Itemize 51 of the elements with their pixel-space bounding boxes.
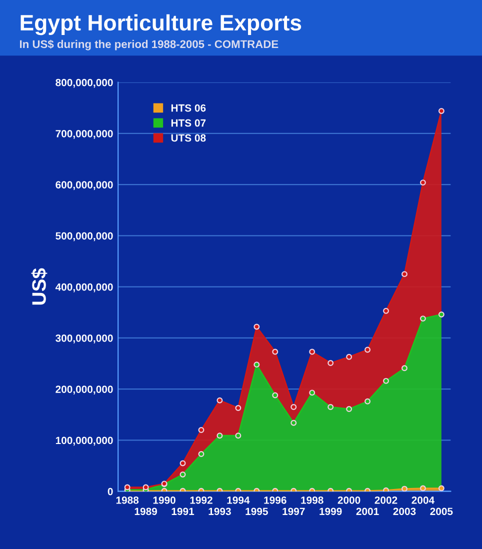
y-tick-label: 500,000,000 xyxy=(56,232,113,242)
x-tick-label: 2001 xyxy=(356,508,379,516)
x-tick-label: 1992 xyxy=(190,496,212,504)
chart-title: Egypt Horticulture Exports xyxy=(20,14,302,36)
x-tick-label: 2005 xyxy=(430,508,453,516)
x-tick-label: 1990 xyxy=(153,496,176,504)
point xyxy=(383,378,389,384)
point xyxy=(383,487,389,492)
x-tick-label: 1995 xyxy=(246,508,268,516)
x-tick-label: 1996 xyxy=(264,496,286,504)
y-tick-label: 600,000,000 xyxy=(56,181,113,190)
x-tick-label: 1998 xyxy=(301,496,324,504)
y-tick-label: 200,000,000 xyxy=(56,386,113,394)
point xyxy=(401,486,408,492)
point xyxy=(142,484,149,490)
point xyxy=(180,472,186,478)
x-tick-label: 2000 xyxy=(338,496,360,504)
point xyxy=(235,432,242,439)
point xyxy=(364,398,371,404)
point xyxy=(346,406,352,412)
x-tick-label: 2002 xyxy=(374,496,398,504)
x-tick-label: 1991 xyxy=(172,508,194,516)
y-tick-label: 100,000,000 xyxy=(56,436,113,446)
x-tick-label: 2004 xyxy=(412,496,434,504)
point xyxy=(420,485,426,492)
x-tick-label: 1994 xyxy=(227,496,250,504)
legend-label: HTS 07 xyxy=(171,119,206,127)
y-tick-label: 700,000,000 xyxy=(56,130,113,139)
x-tick-label: 1999 xyxy=(320,508,342,516)
point xyxy=(254,362,260,368)
point xyxy=(309,390,316,396)
x-tick-label: 2003 xyxy=(393,508,416,516)
x-tick-label: 1989 xyxy=(134,508,158,516)
point xyxy=(272,392,278,398)
chart-subtitle: In US$ during the period 1988-2005 - COMTRADE xyxy=(20,40,278,50)
y-axis-title: US$ xyxy=(31,268,48,305)
x-tick-label: 1993 xyxy=(208,508,231,516)
y-tick-label: 400,000,000 xyxy=(55,283,113,292)
y-tick-label: 0 xyxy=(108,488,113,496)
y-tick-label: 800,000,000 xyxy=(56,78,113,88)
y-tick-label: 300,000,000 xyxy=(56,334,113,344)
legend-label: HTS 06 xyxy=(171,104,206,112)
point xyxy=(198,451,204,458)
x-tick-label: 1997 xyxy=(282,508,305,516)
point xyxy=(290,420,297,426)
point xyxy=(328,404,334,410)
point xyxy=(124,484,130,490)
x-tick-label: 1988 xyxy=(116,496,139,504)
legend-label: UTS 08 xyxy=(171,134,206,142)
point xyxy=(216,432,223,439)
point xyxy=(438,485,444,492)
